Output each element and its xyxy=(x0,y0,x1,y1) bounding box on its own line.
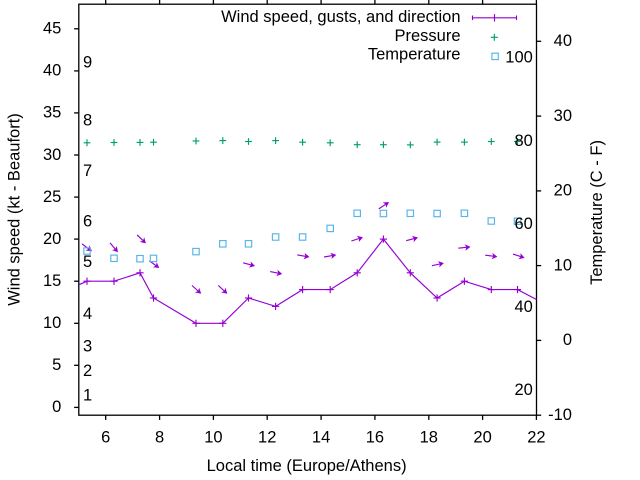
svg-text:4: 4 xyxy=(83,305,92,323)
svg-text:5: 5 xyxy=(83,253,92,271)
svg-text:25: 25 xyxy=(43,188,61,206)
svg-text:10: 10 xyxy=(554,256,572,274)
svg-text:Temperature (C - F): Temperature (C - F) xyxy=(588,140,606,285)
svg-text:40: 40 xyxy=(514,298,532,316)
svg-text:80: 80 xyxy=(514,132,532,150)
svg-text:22: 22 xyxy=(527,429,545,447)
svg-text:40: 40 xyxy=(43,62,61,80)
svg-text:16: 16 xyxy=(366,429,384,447)
svg-text:60: 60 xyxy=(514,215,532,233)
svg-text:35: 35 xyxy=(43,104,61,122)
svg-text:18: 18 xyxy=(420,429,438,447)
svg-text:-10: -10 xyxy=(548,406,572,424)
svg-text:8: 8 xyxy=(83,112,92,130)
svg-text:14: 14 xyxy=(312,429,330,447)
svg-text:Pressure: Pressure xyxy=(394,27,460,45)
svg-text:7: 7 xyxy=(83,162,92,180)
svg-text:12: 12 xyxy=(258,429,276,447)
svg-text:3: 3 xyxy=(83,337,92,355)
svg-text:9: 9 xyxy=(83,54,92,72)
svg-text:20: 20 xyxy=(43,230,61,248)
svg-text:30: 30 xyxy=(554,107,572,125)
svg-text:8: 8 xyxy=(155,429,164,447)
svg-text:Wind speed (kt - Beaufort): Wind speed (kt - Beaufort) xyxy=(6,113,24,306)
svg-text:20: 20 xyxy=(514,381,532,399)
svg-text:40: 40 xyxy=(554,32,572,50)
svg-text:5: 5 xyxy=(52,356,61,374)
svg-text:2: 2 xyxy=(83,362,92,380)
svg-text:20: 20 xyxy=(554,182,572,200)
svg-text:Wind speed, gusts, and directi: Wind speed, gusts, and direction xyxy=(221,8,460,26)
svg-text:30: 30 xyxy=(43,146,61,164)
svg-text:10: 10 xyxy=(204,429,222,447)
svg-text:1: 1 xyxy=(83,386,92,404)
svg-text:45: 45 xyxy=(43,20,61,38)
svg-text:20: 20 xyxy=(473,429,491,447)
svg-text:10: 10 xyxy=(43,314,61,332)
svg-text:6: 6 xyxy=(83,212,92,230)
svg-text:Temperature: Temperature xyxy=(368,46,461,64)
svg-text:15: 15 xyxy=(43,272,61,290)
svg-text:0: 0 xyxy=(563,331,572,349)
svg-text:6: 6 xyxy=(101,429,110,447)
svg-text:100: 100 xyxy=(505,49,533,67)
svg-text:Local time (Europe/Athens): Local time (Europe/Athens) xyxy=(207,457,407,475)
svg-text:0: 0 xyxy=(52,398,61,416)
